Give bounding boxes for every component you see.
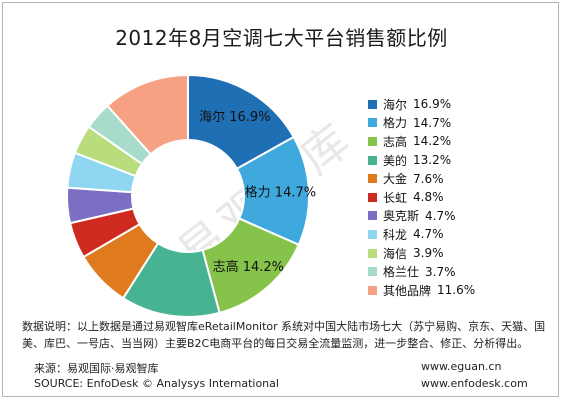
legend-swatch (368, 248, 377, 258)
slice-海尔 (187, 73, 296, 171)
legend-label: 格力 (383, 116, 408, 131)
legend-item-海尔: 海尔 16.9% (368, 95, 475, 114)
source-cn: 来源：易观国际·易观智库 (34, 362, 159, 375)
legend-swatch (368, 192, 377, 202)
legend-value: 13.2% (413, 153, 452, 168)
legend-item-其他品牌: 其他品牌 11.6% (368, 281, 475, 300)
slice-label-志高: 志高 14.2% (213, 259, 284, 275)
legend-swatch (368, 99, 377, 109)
legend-swatch (368, 118, 377, 128)
legend-swatch (368, 174, 377, 184)
url-enfodesk: www.enfodesk.com (421, 377, 528, 390)
legend-value: 4.7% (425, 208, 456, 223)
slice-其他品牌 (106, 73, 189, 156)
legend-swatch (368, 136, 377, 146)
legend-value: 16.9% (413, 97, 452, 112)
url-eguan: www.eguan.cn (421, 360, 502, 373)
slice-label-海尔: 海尔 16.9% (199, 110, 270, 125)
legend-value: 11.6% (437, 283, 476, 298)
legend-label: 美的 (383, 153, 408, 168)
legend-label: 大金 (383, 172, 408, 187)
legend-item-长虹: 长虹 4.8% (368, 188, 475, 207)
legend-label: 志高 (383, 134, 408, 149)
legend-swatch (368, 211, 377, 221)
legend-swatch (368, 267, 377, 277)
legend-label: 海信 (383, 246, 408, 261)
legend-item-格兰仕: 格兰仕 3.7% (368, 262, 475, 281)
legend-swatch (368, 155, 377, 165)
legend-label: 海尔 (383, 97, 408, 112)
legend-label: 长虹 (383, 190, 408, 205)
legend-swatch (368, 229, 377, 239)
legend-value: 3.7% (425, 264, 456, 279)
legend-swatch (368, 285, 377, 295)
legend-label: 格兰仕 (383, 265, 420, 280)
legend-item-志高: 志高 14.2% (368, 132, 475, 151)
legend-label: 其他品牌 (383, 283, 432, 298)
legend-label: 科龙 (383, 227, 408, 242)
legend-item-奥克斯: 奥克斯 4.7% (368, 207, 475, 226)
chart-title: 2012年8月空调七大平台销售额比例 (115, 26, 448, 50)
data-note-text: 数据说明：以上数据是通过易观智库eRetailMonitor 系统对中国大陆市场… (22, 320, 546, 350)
slice-label-格力: 格力 14.7% (245, 185, 316, 201)
legend-value: 14.7% (413, 115, 452, 130)
legend-value: 4.8% (413, 190, 444, 205)
legend-item-科龙: 科龙 4.7% (368, 225, 475, 244)
legend-item-格力: 格力 14.7% (368, 114, 475, 133)
legend-value: 3.9% (413, 246, 444, 261)
legend-value: 4.7% (413, 227, 444, 242)
legend-value: 7.6% (413, 171, 444, 186)
legend-label: 奥克斯 (383, 209, 420, 224)
legend-item-美的: 美的 13.2% (368, 151, 475, 170)
legend-item-海信: 海信 3.9% (368, 244, 475, 263)
legend-item-大金: 大金 7.6% (368, 169, 475, 188)
legend-value: 14.2% (413, 134, 452, 149)
chart-legend: 海尔 16.9% 格力 14.7% 志高 14.2% 美的 13.2% 大金 7.6% 长虹 4.8%… (368, 95, 475, 300)
source-en: SOURCE: EnfoDesk © Analysys Internationa… (34, 377, 279, 390)
data-note: 数据说明：以上数据是通过易观智库eRetailMonitor 系统对中国大陆市场… (22, 318, 547, 352)
